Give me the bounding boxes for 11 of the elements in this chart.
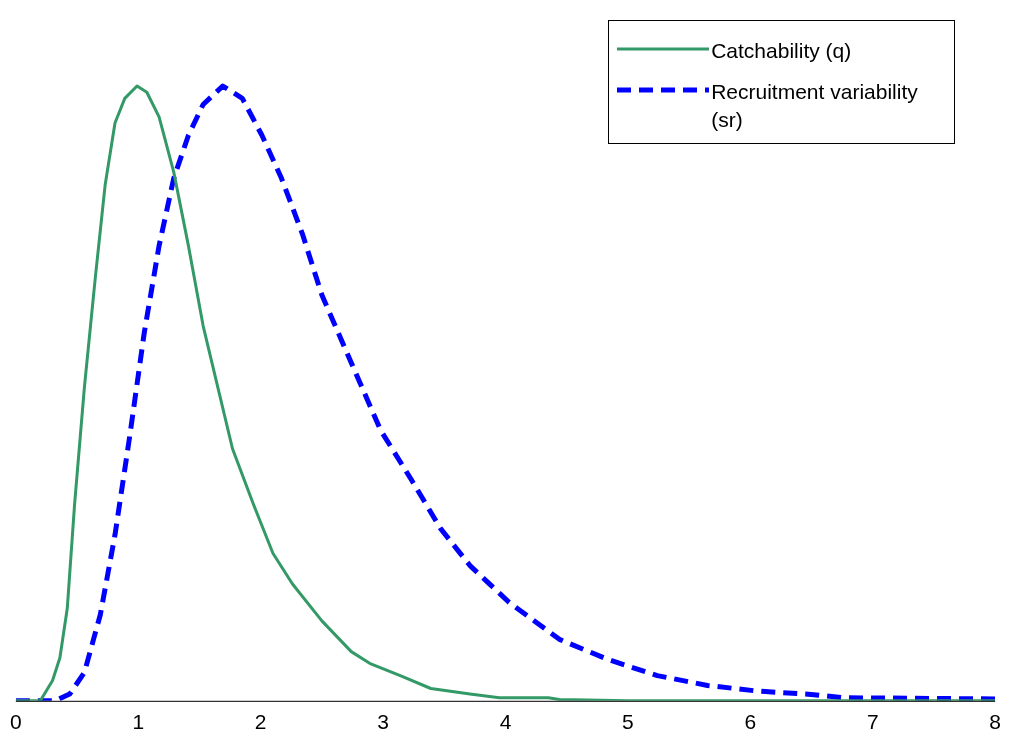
legend-label: Catchability (q) bbox=[711, 38, 852, 64]
x-tick-label: 3 bbox=[377, 710, 389, 734]
x-tick-label: 6 bbox=[744, 710, 757, 734]
x-tick-label: 2 bbox=[254, 710, 267, 734]
legend-label: Recruitment variability (sr) bbox=[711, 79, 919, 133]
x-tick-label: 5 bbox=[622, 710, 634, 734]
x-tick-label: 0 bbox=[10, 710, 22, 734]
x-tick-label: 7 bbox=[866, 710, 879, 734]
x-tick-label: 4 bbox=[499, 710, 512, 734]
x-tick-label: 8 bbox=[989, 710, 1001, 734]
x-tick-label: 1 bbox=[132, 710, 145, 734]
